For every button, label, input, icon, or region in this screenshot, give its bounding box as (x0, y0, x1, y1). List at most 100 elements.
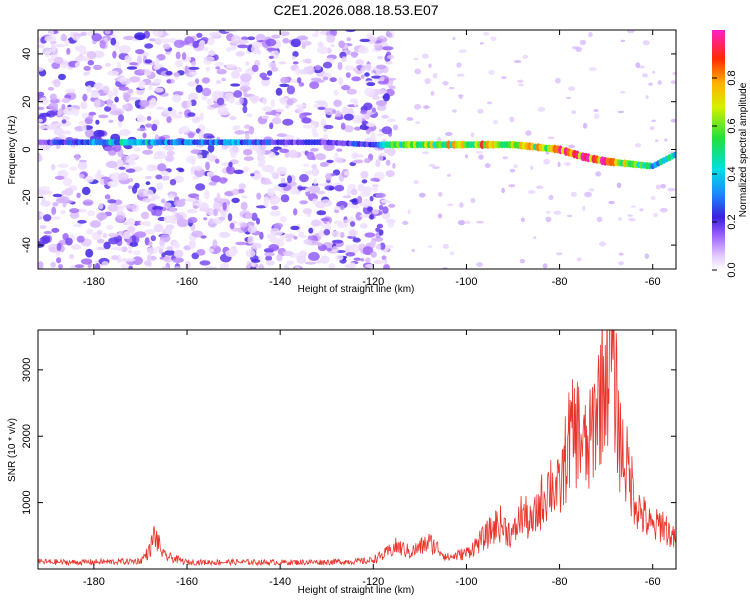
noise-speckle (164, 250, 176, 256)
noise-speckle (38, 261, 44, 269)
noise-speckle (360, 258, 365, 262)
noise-speckle (275, 87, 283, 96)
noise-speckle (320, 199, 333, 207)
noise-speckle (261, 78, 271, 87)
noise-speckle (599, 241, 606, 247)
noise-speckle (349, 262, 356, 269)
noise-speckle (227, 213, 233, 222)
x-tick-label: -140 (269, 276, 291, 288)
noise-speckle (222, 202, 227, 211)
noise-speckle (306, 151, 315, 161)
noise-speckle (332, 249, 339, 253)
noise-speckle (231, 197, 240, 204)
noise-speckle (345, 30, 356, 33)
noise-speckle (104, 30, 111, 35)
noise-speckle (81, 186, 91, 196)
noise-speckle (548, 194, 554, 201)
noise-speckle (245, 249, 256, 258)
noise-speckle (276, 166, 288, 175)
colorbar-ticks: 0.0 0.2 0.4 0.6 0.8 (712, 70, 738, 278)
noise-speckle (162, 266, 169, 269)
noise-speckle (60, 33, 68, 42)
noise-speckle (82, 93, 88, 102)
noise-speckle (428, 163, 436, 167)
noise-speckle (266, 70, 273, 76)
noise-speckle (564, 161, 571, 167)
noise-speckle (336, 250, 346, 253)
noise-speckle (129, 76, 141, 83)
x-tick-label: -120 (362, 276, 384, 288)
noise-speckle (79, 56, 91, 62)
noise-speckle (285, 238, 293, 242)
noise-speckle (316, 242, 323, 247)
y-tick-label: 20 (21, 96, 33, 108)
noise-speckle (326, 221, 331, 230)
noise-speckle (373, 185, 378, 193)
noise-speckle (98, 114, 109, 119)
noise-speckle (50, 261, 56, 268)
noise-speckle (124, 55, 132, 63)
noise-speckle (136, 116, 147, 123)
noise-speckle (196, 154, 203, 160)
noise-speckle (479, 42, 484, 45)
noise-speckle (153, 64, 161, 70)
noise-speckle (355, 59, 364, 65)
noise-speckle (187, 216, 198, 224)
noise-speckle (332, 109, 337, 114)
noise-speckle (185, 155, 197, 164)
spectrogram-panel: -180 -160 -140 -120 -100 -80 -60 -40 -20 0 20 40 He… (7, 29, 677, 295)
noise-speckle (446, 203, 454, 206)
noise-speckle (645, 95, 649, 99)
noise-speckle (349, 161, 357, 167)
noise-speckle (54, 175, 65, 180)
noise-speckle (230, 70, 240, 79)
noise-speckle (406, 117, 414, 121)
noise-speckle (313, 178, 318, 185)
noise-speckle (667, 187, 676, 192)
noise-speckle (319, 183, 328, 187)
noise-speckle (94, 263, 101, 269)
noise-speckle (308, 227, 314, 234)
noise-speckle (299, 174, 309, 183)
signal-blob (672, 151, 676, 158)
noise-speckle (263, 115, 269, 120)
noise-speckle (238, 183, 246, 190)
noise-speckle (493, 120, 498, 125)
noise-speckle (117, 77, 127, 83)
noise-speckle (568, 144, 575, 149)
noise-speckle (152, 205, 163, 211)
noise-speckle (308, 251, 320, 261)
noise-speckle (108, 233, 119, 238)
noise-speckle (282, 118, 294, 126)
x-tick-label: -180 (83, 576, 105, 588)
noise-speckle (268, 61, 277, 69)
noise-speckle (161, 175, 170, 181)
y-tick-label: 1000 (21, 490, 33, 514)
noise-speckle (213, 208, 219, 217)
noise-speckle (317, 106, 326, 110)
noise-speckle (216, 97, 225, 106)
noise-speckle (109, 110, 122, 116)
noise-speckle (366, 122, 376, 127)
noise-speckle (449, 251, 455, 256)
noise-speckle (295, 104, 306, 108)
noise-speckle (620, 39, 626, 43)
noise-speckle (180, 198, 186, 202)
noise-speckle (297, 77, 302, 84)
noise-speckle (570, 191, 577, 197)
noise-speckle (582, 122, 588, 129)
noise-speckle (478, 154, 484, 160)
noise-speckle (635, 62, 641, 68)
noise-speckle (402, 220, 409, 225)
noise-speckle (166, 150, 175, 156)
noise-speckle (286, 85, 296, 95)
noise-speckle (244, 213, 253, 219)
noise-speckle (86, 228, 93, 235)
noise-speckle (555, 77, 561, 84)
noise-speckle (225, 249, 237, 257)
noise-speckle (415, 121, 421, 124)
noise-speckle (248, 95, 260, 102)
noise-speckle (229, 222, 235, 230)
noise-speckle (142, 149, 154, 155)
noise-speckle (79, 173, 85, 179)
